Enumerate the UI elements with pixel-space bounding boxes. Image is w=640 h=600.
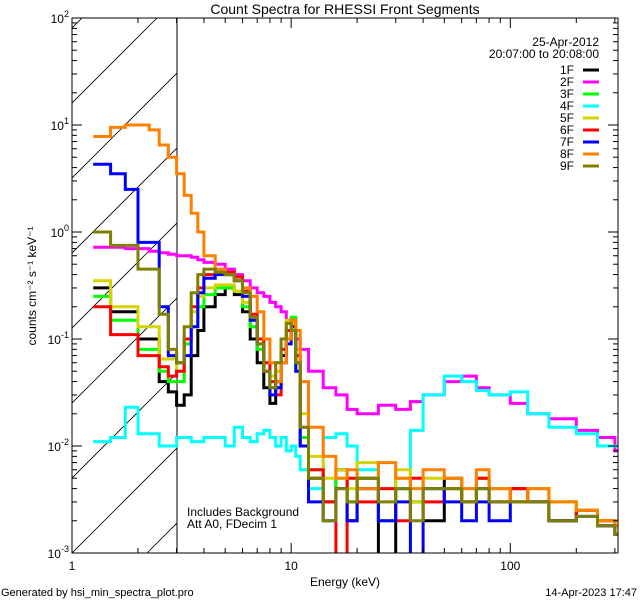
y-tick-label: 100	[51, 223, 69, 240]
chart-title: Count Spectra for RHESSI Front Segments	[210, 1, 479, 17]
legend-label-7F: 7F	[560, 135, 574, 149]
plot-frame	[71, 17, 619, 554]
legend-label-5F: 5F	[560, 111, 574, 125]
y-tick-label: 102	[51, 9, 69, 26]
hatch-line	[72, 372, 177, 479]
y-tick-label: 10-2	[48, 437, 69, 454]
excluded-region-hatch	[72, 0, 640, 553]
series-7F	[93, 162, 618, 553]
legend-label-1F: 1F	[560, 63, 574, 77]
footer-generator: Generated by hsi_min_spectra_plot.pro	[1, 587, 194, 599]
annotation-background: Includes Background	[187, 505, 299, 519]
legend-label-3F: 3F	[560, 87, 574, 101]
y-tick-label: 10-3	[48, 544, 69, 561]
y-tick-label: 101	[51, 116, 69, 133]
y-axis-label: counts cm⁻² s⁻¹ keV⁻¹	[25, 226, 39, 345]
footer-timestamp: 14-Apr-2023 17:47	[545, 587, 637, 599]
series-4F	[93, 374, 618, 491]
x-tick-label: 1	[69, 559, 76, 573]
legend-label-9F: 9F	[560, 159, 574, 173]
legend-label-4F: 4F	[560, 99, 574, 113]
legend-label-2F: 2F	[560, 75, 574, 89]
time-range-label: 20:07:00 to 20:08:00	[489, 47, 599, 61]
hatch-line	[522, 0, 640, 553]
series-9F	[93, 230, 618, 536]
legend-label-8F: 8F	[560, 147, 574, 161]
x-tick-label: 100	[500, 559, 520, 573]
hatch-line	[72, 18, 158, 104]
date-label: 25-Apr-2012	[532, 35, 599, 49]
x-axis-label: Energy (keV)	[310, 575, 380, 589]
y-tick-label: 10-1	[48, 330, 69, 347]
annotation-attenuator: Att A0, FDecim 1	[187, 517, 277, 531]
hatch-line	[72, 72, 177, 179]
hatch-line	[72, 222, 177, 329]
legend-label-6F: 6F	[560, 123, 574, 137]
x-tick-label: 10	[284, 559, 298, 573]
hatch-line	[372, 0, 640, 553]
series-5F	[93, 279, 618, 523]
hatch-line	[72, 447, 177, 553]
series-8F	[93, 123, 618, 528]
